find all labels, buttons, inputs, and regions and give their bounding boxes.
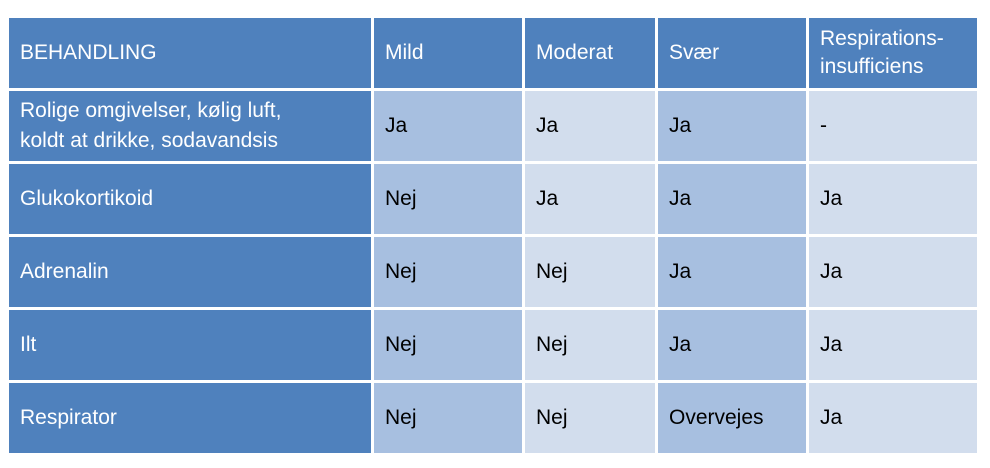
cell-mild: Ja <box>374 91 522 161</box>
row-label: Ilt <box>9 310 371 380</box>
row-label-line1: Rolige omgivelser, kølig luft, <box>20 99 282 122</box>
cell-moderat: Ja <box>525 164 655 234</box>
cell-moderat: Nej <box>525 310 655 380</box>
header-respirationsinsufficiens-line1: Respirations- <box>820 27 944 50</box>
cell-moderat: Ja <box>525 91 655 161</box>
table-row: Respirator Nej Nej Overvejes Ja <box>9 383 977 453</box>
cell-respirationsinsufficiens: Ja <box>809 310 977 380</box>
cell-respirationsinsufficiens: Ja <box>809 164 977 234</box>
cell-mild: Nej <box>374 164 522 234</box>
table-row: Rolige omgivelser, kølig luft, koldt at … <box>9 91 977 161</box>
cell-svaer: Overvejes <box>658 383 806 453</box>
cell-svaer: Ja <box>658 310 806 380</box>
row-label-line2: koldt at drikke, sodavandsis <box>20 129 278 152</box>
header-respirationsinsufficiens-line2: insufficiens <box>820 55 924 78</box>
cell-respirationsinsufficiens: - <box>809 91 977 161</box>
table-row: Glukokortikoid Nej Ja Ja Ja <box>9 164 977 234</box>
cell-svaer: Ja <box>658 164 806 234</box>
row-label: Respirator <box>9 383 371 453</box>
cell-mild: Nej <box>374 310 522 380</box>
cell-respirationsinsufficiens: Ja <box>809 383 977 453</box>
cell-mild: Nej <box>374 383 522 453</box>
treatment-table-container: BEHANDLING Mild Moderat Svær Respiration… <box>6 15 980 456</box>
header-svaer: Svær <box>658 18 806 88</box>
row-label: Rolige omgivelser, kølig luft, koldt at … <box>9 91 371 161</box>
table-row: Ilt Nej Nej Ja Ja <box>9 310 977 380</box>
row-label: Adrenalin <box>9 237 371 307</box>
header-moderat: Moderat <box>525 18 655 88</box>
cell-svaer: Ja <box>658 91 806 161</box>
cell-respirationsinsufficiens: Ja <box>809 237 977 307</box>
header-mild: Mild <box>374 18 522 88</box>
table-row: Adrenalin Nej Nej Ja Ja <box>9 237 977 307</box>
treatment-table: BEHANDLING Mild Moderat Svær Respiration… <box>6 15 980 456</box>
cell-mild: Nej <box>374 237 522 307</box>
header-row: BEHANDLING Mild Moderat Svær Respiration… <box>9 18 977 88</box>
header-behandling: BEHANDLING <box>9 18 371 88</box>
header-respirationsinsufficiens: Respirations- insufficiens <box>809 18 977 88</box>
cell-svaer: Ja <box>658 237 806 307</box>
cell-moderat: Nej <box>525 237 655 307</box>
cell-moderat: Nej <box>525 383 655 453</box>
row-label: Glukokortikoid <box>9 164 371 234</box>
